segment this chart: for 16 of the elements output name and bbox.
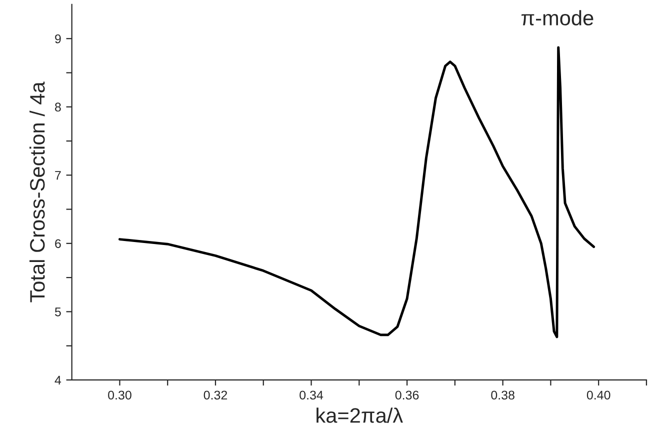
y-tick-label: 9 bbox=[55, 34, 61, 44]
x-tick-label: 0.32 bbox=[204, 390, 228, 400]
x-tick-label: 0.38 bbox=[491, 390, 514, 400]
line-series bbox=[118, 46, 596, 338]
y-tick-label: 6 bbox=[55, 239, 61, 248]
x-axis-title: ka=2πa/λ bbox=[316, 408, 403, 423]
y-axis-title: Total Cross-Section / 4a bbox=[29, 82, 45, 302]
y-tick-label: 7 bbox=[55, 171, 61, 180]
x-tick-label: 0.40 bbox=[586, 390, 610, 400]
y-tick-label: 8 bbox=[55, 102, 61, 112]
y-tick-label: 5 bbox=[54, 308, 61, 316]
x-tick-label: 0.36 bbox=[395, 390, 419, 400]
annotation: π-mode bbox=[521, 10, 594, 26]
x-tick-label: 0.30 bbox=[108, 390, 132, 400]
x-tick-label: 0.34 bbox=[300, 390, 324, 400]
y-tick-label: 4 bbox=[54, 376, 62, 384]
